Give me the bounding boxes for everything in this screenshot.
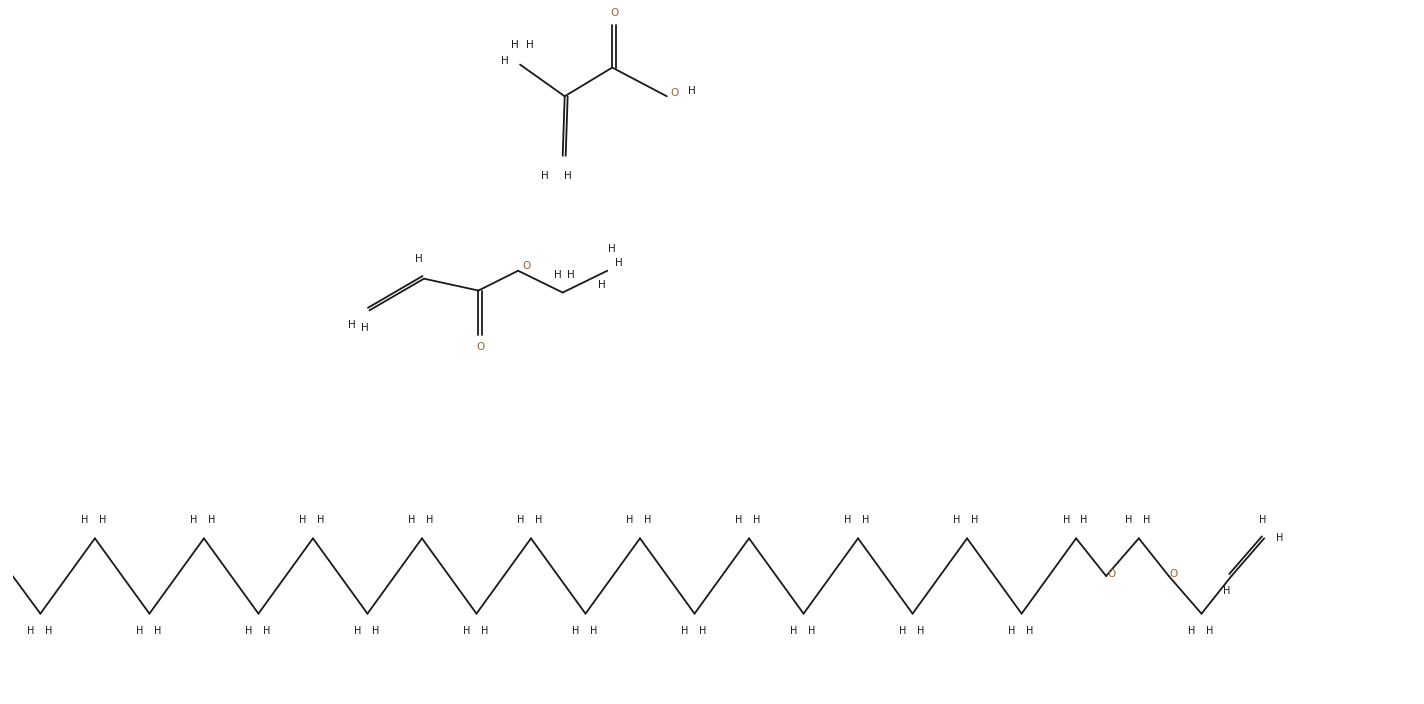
Text: H: H [525,39,534,50]
Text: H: H [409,515,416,525]
Text: H: H [463,627,470,636]
Text: O: O [1169,569,1178,579]
Text: H: H [615,258,624,268]
Text: H: H [1143,515,1151,525]
Text: H: H [517,515,525,525]
Text: H: H [598,279,607,289]
Text: H: H [535,515,543,525]
Text: H: H [44,627,53,636]
Text: H: H [564,170,571,181]
Text: H: H [954,515,961,525]
Text: H: H [572,627,580,636]
Text: H: H [627,515,634,525]
Text: H: H [567,270,574,279]
Text: H: H [135,627,144,636]
Text: H: H [971,515,978,525]
Text: H: H [899,627,906,636]
Text: O: O [1106,569,1115,579]
Text: O: O [476,342,484,352]
Text: H: H [262,627,271,636]
Text: H: H [481,627,488,636]
Text: H: H [299,515,306,525]
Text: H: H [100,515,107,525]
Text: H: H [554,270,561,279]
Text: H: H [807,627,815,636]
Text: H: H [863,515,870,525]
Text: H: H [154,627,161,636]
Text: H: H [735,515,743,525]
Text: H: H [1206,627,1213,636]
Text: H: H [608,244,617,254]
Text: H: H [27,627,34,636]
Text: H: H [688,87,695,96]
Text: O: O [671,88,679,99]
Text: H: H [1125,515,1132,525]
Text: O: O [609,8,618,18]
Text: H: H [501,56,510,65]
Text: H: H [416,254,423,264]
Text: H: H [844,515,852,525]
Text: H: H [1025,627,1034,636]
Text: H: H [699,627,706,636]
Text: H: H [1188,627,1195,636]
Text: H: H [191,515,198,525]
Text: H: H [753,515,760,525]
Text: H: H [318,515,325,525]
Text: H: H [511,39,518,50]
Text: H: H [917,627,924,636]
Text: H: H [1008,627,1015,636]
Text: H: H [347,320,356,330]
Text: H: H [541,170,548,181]
Text: H: H [1223,586,1230,596]
Text: H: H [1276,534,1283,543]
Text: H: H [1062,515,1069,525]
Text: H: H [426,515,433,525]
Text: H: H [245,627,252,636]
Text: H: H [360,323,369,333]
Text: H: H [1259,515,1266,525]
Text: H: H [590,627,597,636]
Text: H: H [372,627,379,636]
Text: H: H [681,627,688,636]
Text: H: H [81,515,88,525]
Text: H: H [644,515,652,525]
Text: H: H [790,627,797,636]
Text: O: O [523,260,530,271]
Text: H: H [353,627,362,636]
Text: H: H [1081,515,1088,525]
Text: H: H [208,515,215,525]
